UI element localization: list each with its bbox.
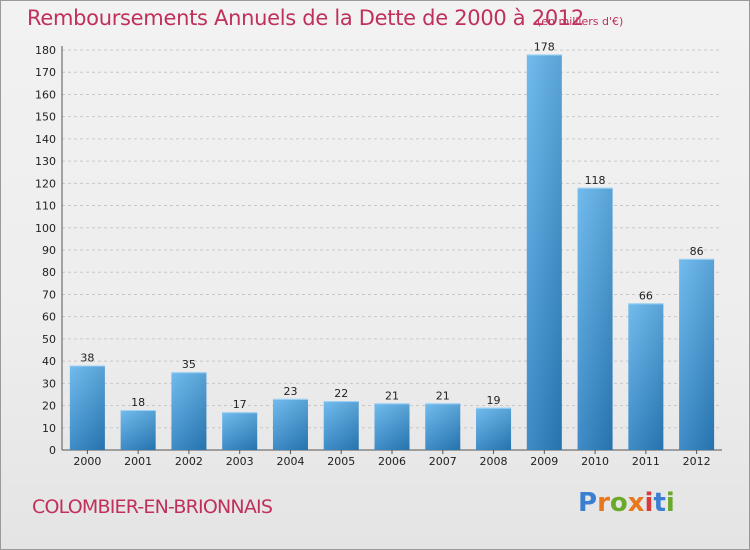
chart-title: Remboursements Annuels de la Dette de 20…	[27, 6, 584, 30]
logo-letter: r	[597, 488, 610, 518]
y-tick-label: 30	[42, 377, 56, 390]
x-tick-label: 2004	[276, 455, 304, 468]
logo-letter: P	[578, 488, 598, 518]
logo-letter: i	[665, 488, 675, 518]
data-label: 118	[585, 174, 606, 187]
bar-shade	[69, 365, 105, 450]
x-tick-label: 2002	[175, 455, 203, 468]
data-label: 38	[80, 352, 94, 365]
y-tick-label: 150	[35, 111, 56, 124]
data-label: 66	[639, 289, 653, 302]
y-tick-label: 160	[35, 88, 56, 101]
data-label: 23	[283, 385, 297, 398]
bar-shade	[526, 54, 562, 450]
logo-letter: x	[627, 488, 645, 518]
label-layer: 38 18 35 17 23 22 21 21 19 178 118 66 86	[80, 40, 703, 411]
data-label: 22	[334, 387, 348, 400]
x-tick-label: 2005	[327, 455, 355, 468]
bar-shade	[222, 412, 258, 450]
logo-letter: t	[653, 488, 666, 518]
bar-shade	[577, 187, 613, 450]
data-label: 21	[385, 389, 399, 402]
proxiti-logo: Proxiti	[578, 488, 675, 518]
data-label: 18	[131, 396, 145, 409]
bar-shade	[679, 258, 715, 450]
x-tick-label: 2006	[378, 455, 406, 468]
y-tick-label: 120	[35, 177, 56, 190]
y-tick-label: 40	[42, 355, 56, 368]
y-tick-label: 140	[35, 133, 56, 146]
y-tick-label: 70	[42, 288, 56, 301]
y-tick-label: 100	[35, 222, 56, 235]
grid-layer	[62, 49, 722, 429]
bar-shade	[323, 401, 359, 450]
y-tick-label: 90	[42, 244, 56, 257]
y-tick-label: 130	[35, 155, 56, 168]
data-label: 35	[182, 358, 196, 371]
x-tick-label: 2007	[429, 455, 457, 468]
bar-shade	[171, 372, 207, 450]
y-tick-label: 170	[35, 66, 56, 79]
axis-layer: 0 10 20 30 40 50 60 70 80 90 100 110 120 130 140 150 160…	[35, 44, 722, 468]
chart-subtitle: (en milliers d'€)	[537, 15, 624, 28]
bar-shade	[272, 398, 308, 450]
data-label: 19	[487, 394, 501, 407]
bar-shade	[628, 303, 664, 450]
y-tick-label: 110	[35, 200, 56, 213]
y-tick-label: 60	[42, 311, 56, 324]
bar-shade	[476, 407, 512, 450]
commune-name: COLOMBIER-EN-BRIONNAIS	[32, 496, 273, 518]
x-tick-label: 2003	[226, 455, 254, 468]
bar-shade	[120, 410, 156, 450]
logo-letter: i	[644, 488, 654, 518]
x-tick-label: 2000	[73, 455, 101, 468]
data-label: 86	[690, 245, 704, 258]
data-label: 21	[436, 389, 450, 402]
y-tick-label: 180	[35, 44, 56, 57]
data-label: 178	[534, 40, 555, 53]
x-tick-label: 2009	[530, 455, 558, 468]
y-tick-label: 20	[42, 400, 56, 413]
y-tick-label: 50	[42, 333, 56, 346]
y-tick-label: 0	[49, 444, 56, 457]
y-tick-label: 80	[42, 266, 56, 279]
x-tick-label: 2001	[124, 455, 152, 468]
data-label: 17	[233, 398, 247, 411]
x-tick-label: 2012	[683, 455, 711, 468]
x-tick-label: 2011	[632, 455, 660, 468]
bar-layer	[69, 54, 715, 450]
logo-letter: o	[609, 488, 628, 518]
bar-shade	[425, 403, 461, 450]
x-tick-label: 2008	[480, 455, 508, 468]
bar-shade	[374, 403, 410, 450]
y-tick-label: 10	[42, 422, 56, 435]
x-tick-label: 2010	[581, 455, 609, 468]
